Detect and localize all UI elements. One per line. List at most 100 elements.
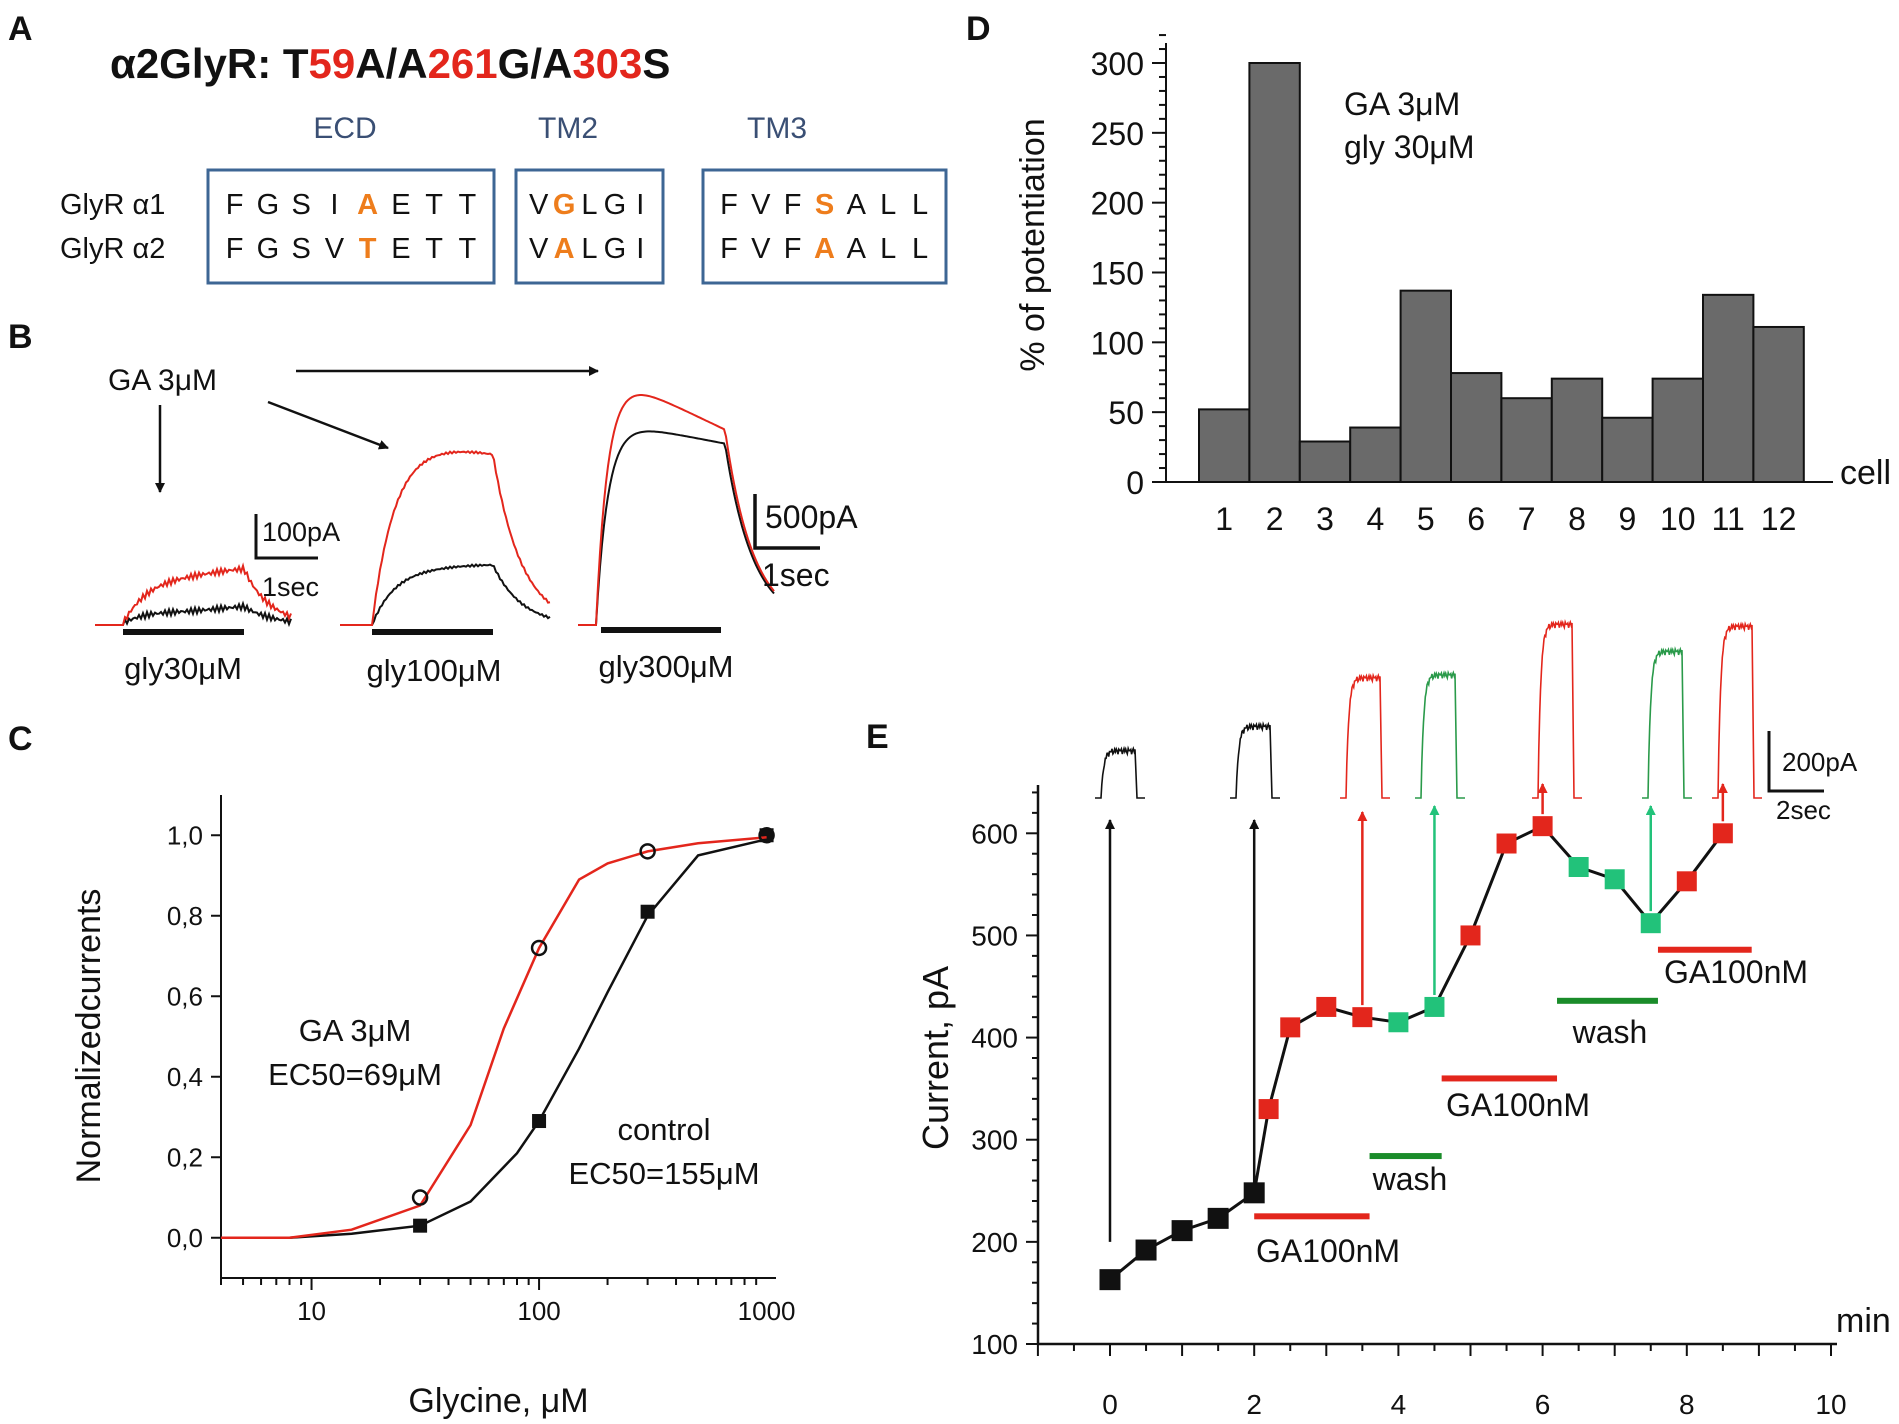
- y-tick-label: 300: [1091, 46, 1144, 82]
- inset-trace: [1532, 618, 1582, 799]
- ga-trace: [95, 562, 292, 626]
- residue: F: [226, 233, 244, 265]
- bar-cell-2: [1248, 62, 1301, 483]
- x-tick-label: 12: [1761, 501, 1797, 537]
- panel-d: 0 50 100 150 200 250 300 % of potentiation cell 1…: [1014, 34, 1891, 537]
- data-point: [1388, 1012, 1409, 1033]
- residue: L: [912, 233, 928, 265]
- panel-letter-e: E: [866, 718, 889, 756]
- data-point: [1568, 857, 1589, 878]
- ga-trace: [340, 449, 551, 626]
- bar-cell-8: [1550, 377, 1604, 483]
- x-tick-label: 10: [1660, 501, 1696, 537]
- x-tick-label: 2: [1246, 1389, 1262, 1420]
- application-bar-label: GA100nM: [1664, 954, 1808, 990]
- sequence-box: [206, 168, 496, 285]
- scale-bar-1-current: 100pA: [262, 517, 340, 547]
- panel-a: α2GlyR: T59A/A261G/A303S GlyR α1 GlyR α2…: [60, 40, 948, 285]
- residue: F: [784, 233, 802, 265]
- y-tick-label: 0,0: [167, 1223, 203, 1253]
- scale-bar-1-time: 1sec: [262, 572, 319, 602]
- control-trace: [578, 430, 775, 626]
- x-tick-label: 10: [1815, 1389, 1846, 1420]
- y-tick-label: 600: [971, 818, 1018, 849]
- residue: G: [257, 233, 280, 265]
- series-label: GA 3μM: [299, 1013, 412, 1048]
- title-part: 303: [572, 40, 642, 87]
- sequence-box: [514, 168, 665, 285]
- x-tick-label: 7: [1518, 501, 1536, 537]
- application-bar-label: wash: [1572, 1014, 1648, 1050]
- residue: E: [391, 233, 410, 265]
- data-point: [640, 904, 655, 919]
- data-point: [1460, 925, 1481, 946]
- data-point: [1316, 996, 1337, 1017]
- residue: V: [751, 233, 771, 265]
- bar-cell-7: [1500, 397, 1553, 484]
- residue: L: [880, 189, 896, 221]
- application-bar: [1557, 997, 1658, 1004]
- residue: A: [847, 233, 867, 265]
- data-point: [639, 843, 656, 860]
- y-tick-label: 200: [971, 1227, 1018, 1258]
- residue: F: [784, 189, 802, 221]
- inset-trace: [1642, 646, 1692, 799]
- x-tick-label: 6: [1467, 501, 1485, 537]
- sequence-box: [701, 168, 948, 285]
- residue: V: [325, 233, 345, 265]
- y-tick-label: 150: [1091, 256, 1144, 292]
- series-label: EC50=155μM: [568, 1156, 759, 1191]
- chart-annotation: gly 30μM: [1344, 129, 1474, 165]
- inset-trace: [1095, 745, 1145, 799]
- trace-label-2: gly100μM: [366, 653, 501, 688]
- panel-letter-d: D: [966, 10, 991, 48]
- bar-cell-6: [1450, 372, 1503, 483]
- time-course-line: [1109, 824, 1724, 1281]
- current-traces: [95, 394, 775, 628]
- residue: G: [257, 189, 280, 221]
- residue: T: [359, 233, 377, 265]
- bar-cell-1: [1198, 408, 1251, 483]
- data-point: [1676, 871, 1697, 892]
- y-tick-label: 200: [1091, 186, 1144, 222]
- residue: F: [720, 189, 738, 221]
- data-point: [411, 1189, 429, 1206]
- chart-annotation: GA 3μM: [1344, 86, 1460, 122]
- inset-trace: [1230, 721, 1280, 799]
- residue: G: [553, 189, 576, 221]
- x-tick-label: 1000: [738, 1296, 796, 1326]
- inset-scale-time: 2sec: [1776, 795, 1831, 825]
- residue: I: [636, 189, 644, 221]
- x-tick-label: 8: [1679, 1389, 1695, 1420]
- application-bar-label: wash: [1372, 1161, 1448, 1197]
- y-tick-label: 1,0: [167, 820, 203, 850]
- residue: L: [912, 189, 928, 221]
- residue: T: [425, 233, 443, 265]
- residue: T: [459, 233, 477, 265]
- title-part: α2GlyR: T: [110, 40, 309, 87]
- data-point: [1712, 823, 1733, 844]
- scale-bar-1: [254, 514, 318, 560]
- panel-b-annotation: GA 3μM: [108, 364, 217, 397]
- y-axis-label: % of potentiation: [1014, 118, 1052, 371]
- residue: S: [291, 189, 310, 221]
- bar-cell-12: [1752, 325, 1805, 483]
- residue: G: [604, 189, 627, 221]
- inset-scale-current: 200pA: [1782, 747, 1858, 777]
- y-tick-label: 300: [971, 1125, 1018, 1156]
- x-tick-label: 0: [1102, 1389, 1118, 1420]
- residue: G: [604, 233, 627, 265]
- x-tick-label: 6: [1535, 1389, 1551, 1420]
- row-label-a1: GlyR α1: [60, 189, 165, 221]
- sequence-box-label: TM3: [747, 112, 807, 145]
- residue: L: [880, 233, 896, 265]
- application-bar-label: GA100nM: [1256, 1233, 1400, 1269]
- data-point: [1496, 833, 1517, 854]
- y-tick-label: 0,6: [167, 981, 203, 1011]
- x-tick-label: 9: [1619, 501, 1637, 537]
- application-bar: [1254, 1213, 1370, 1220]
- panel-letter-c: C: [8, 720, 33, 758]
- y-tick-label: 100: [971, 1329, 1018, 1360]
- residue: A: [554, 233, 575, 265]
